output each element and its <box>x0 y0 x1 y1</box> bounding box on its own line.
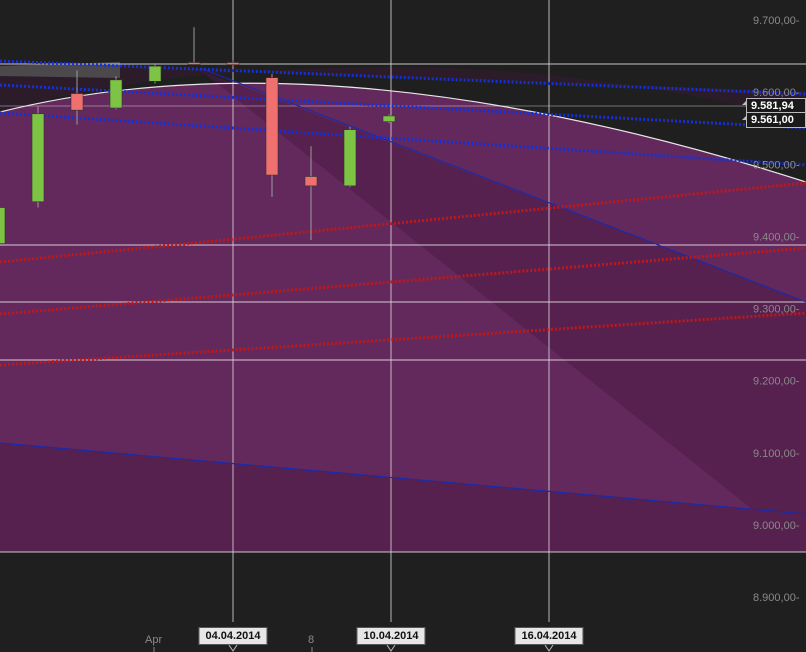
top-grey-band <box>0 62 120 78</box>
forecast-region-dark <box>0 70 806 552</box>
blue-dotted-line <box>0 111 806 167</box>
channel-line-lower <box>0 442 806 515</box>
arc-curve <box>0 82 806 183</box>
y-tick-label: 9.600,00- <box>753 87 800 99</box>
y-tick-label: 9.200,00- <box>753 376 800 388</box>
candle-up <box>0 207 6 244</box>
blue-dotted-lines <box>0 59 806 167</box>
y-tick-label: 9.100,00- <box>753 448 800 460</box>
candle-up <box>382 115 396 122</box>
blue-dotted-line <box>0 59 806 96</box>
candle-down <box>226 62 240 66</box>
vertical-gridlines <box>232 0 550 622</box>
red-dotted-lines <box>0 181 806 367</box>
candlestick-series <box>0 27 396 244</box>
horizontal-gridlines <box>0 63 806 553</box>
y-tick-label: 9.000,00- <box>753 520 800 532</box>
channel-line-upper <box>199 67 806 303</box>
y-tick-label: 8.900,00- <box>753 592 800 604</box>
marker-arrow <box>228 644 238 652</box>
candle-up <box>109 79 123 109</box>
marker-arrow <box>544 644 554 652</box>
candle-up <box>343 129 357 187</box>
red-dotted-line <box>0 311 806 367</box>
candle-down <box>304 176 318 187</box>
blue-dotted-line <box>0 83 806 130</box>
y-tick-label: 9.400,00- <box>753 231 800 243</box>
date-marker-arrows <box>228 644 554 652</box>
marker-arrow <box>386 644 396 652</box>
forecast-region <box>0 83 806 552</box>
y-tick-label: 9.500,00- <box>753 159 800 171</box>
red-dotted-line <box>0 246 806 316</box>
x-label-8: 8 <box>308 634 314 646</box>
red-dotted-line <box>0 181 806 264</box>
candle-down <box>187 62 201 65</box>
candle-up <box>31 113 45 203</box>
x-label-apr: Apr <box>145 634 162 646</box>
y-axis: 9.700,00- 9.600,00- 9.500,00- 9.400,00- 9.30… <box>753 15 800 604</box>
candle-down <box>265 77 279 176</box>
date-marker-16-04-2014[interactable]: 16.04.2014 <box>514 627 584 645</box>
date-marker-10-04-2014[interactable]: 10.04.2014 <box>356 627 426 645</box>
candle-down <box>70 93 84 111</box>
y-tick-label: 9.700,00- <box>753 15 800 27</box>
candle-up <box>148 65 162 82</box>
date-marker-04-04-2014[interactable]: 04.04.2014 <box>198 627 268 645</box>
price-label-9561-00: 9.561,00 <box>746 112 806 128</box>
y-tick-label: 9.300,00- <box>753 304 800 316</box>
